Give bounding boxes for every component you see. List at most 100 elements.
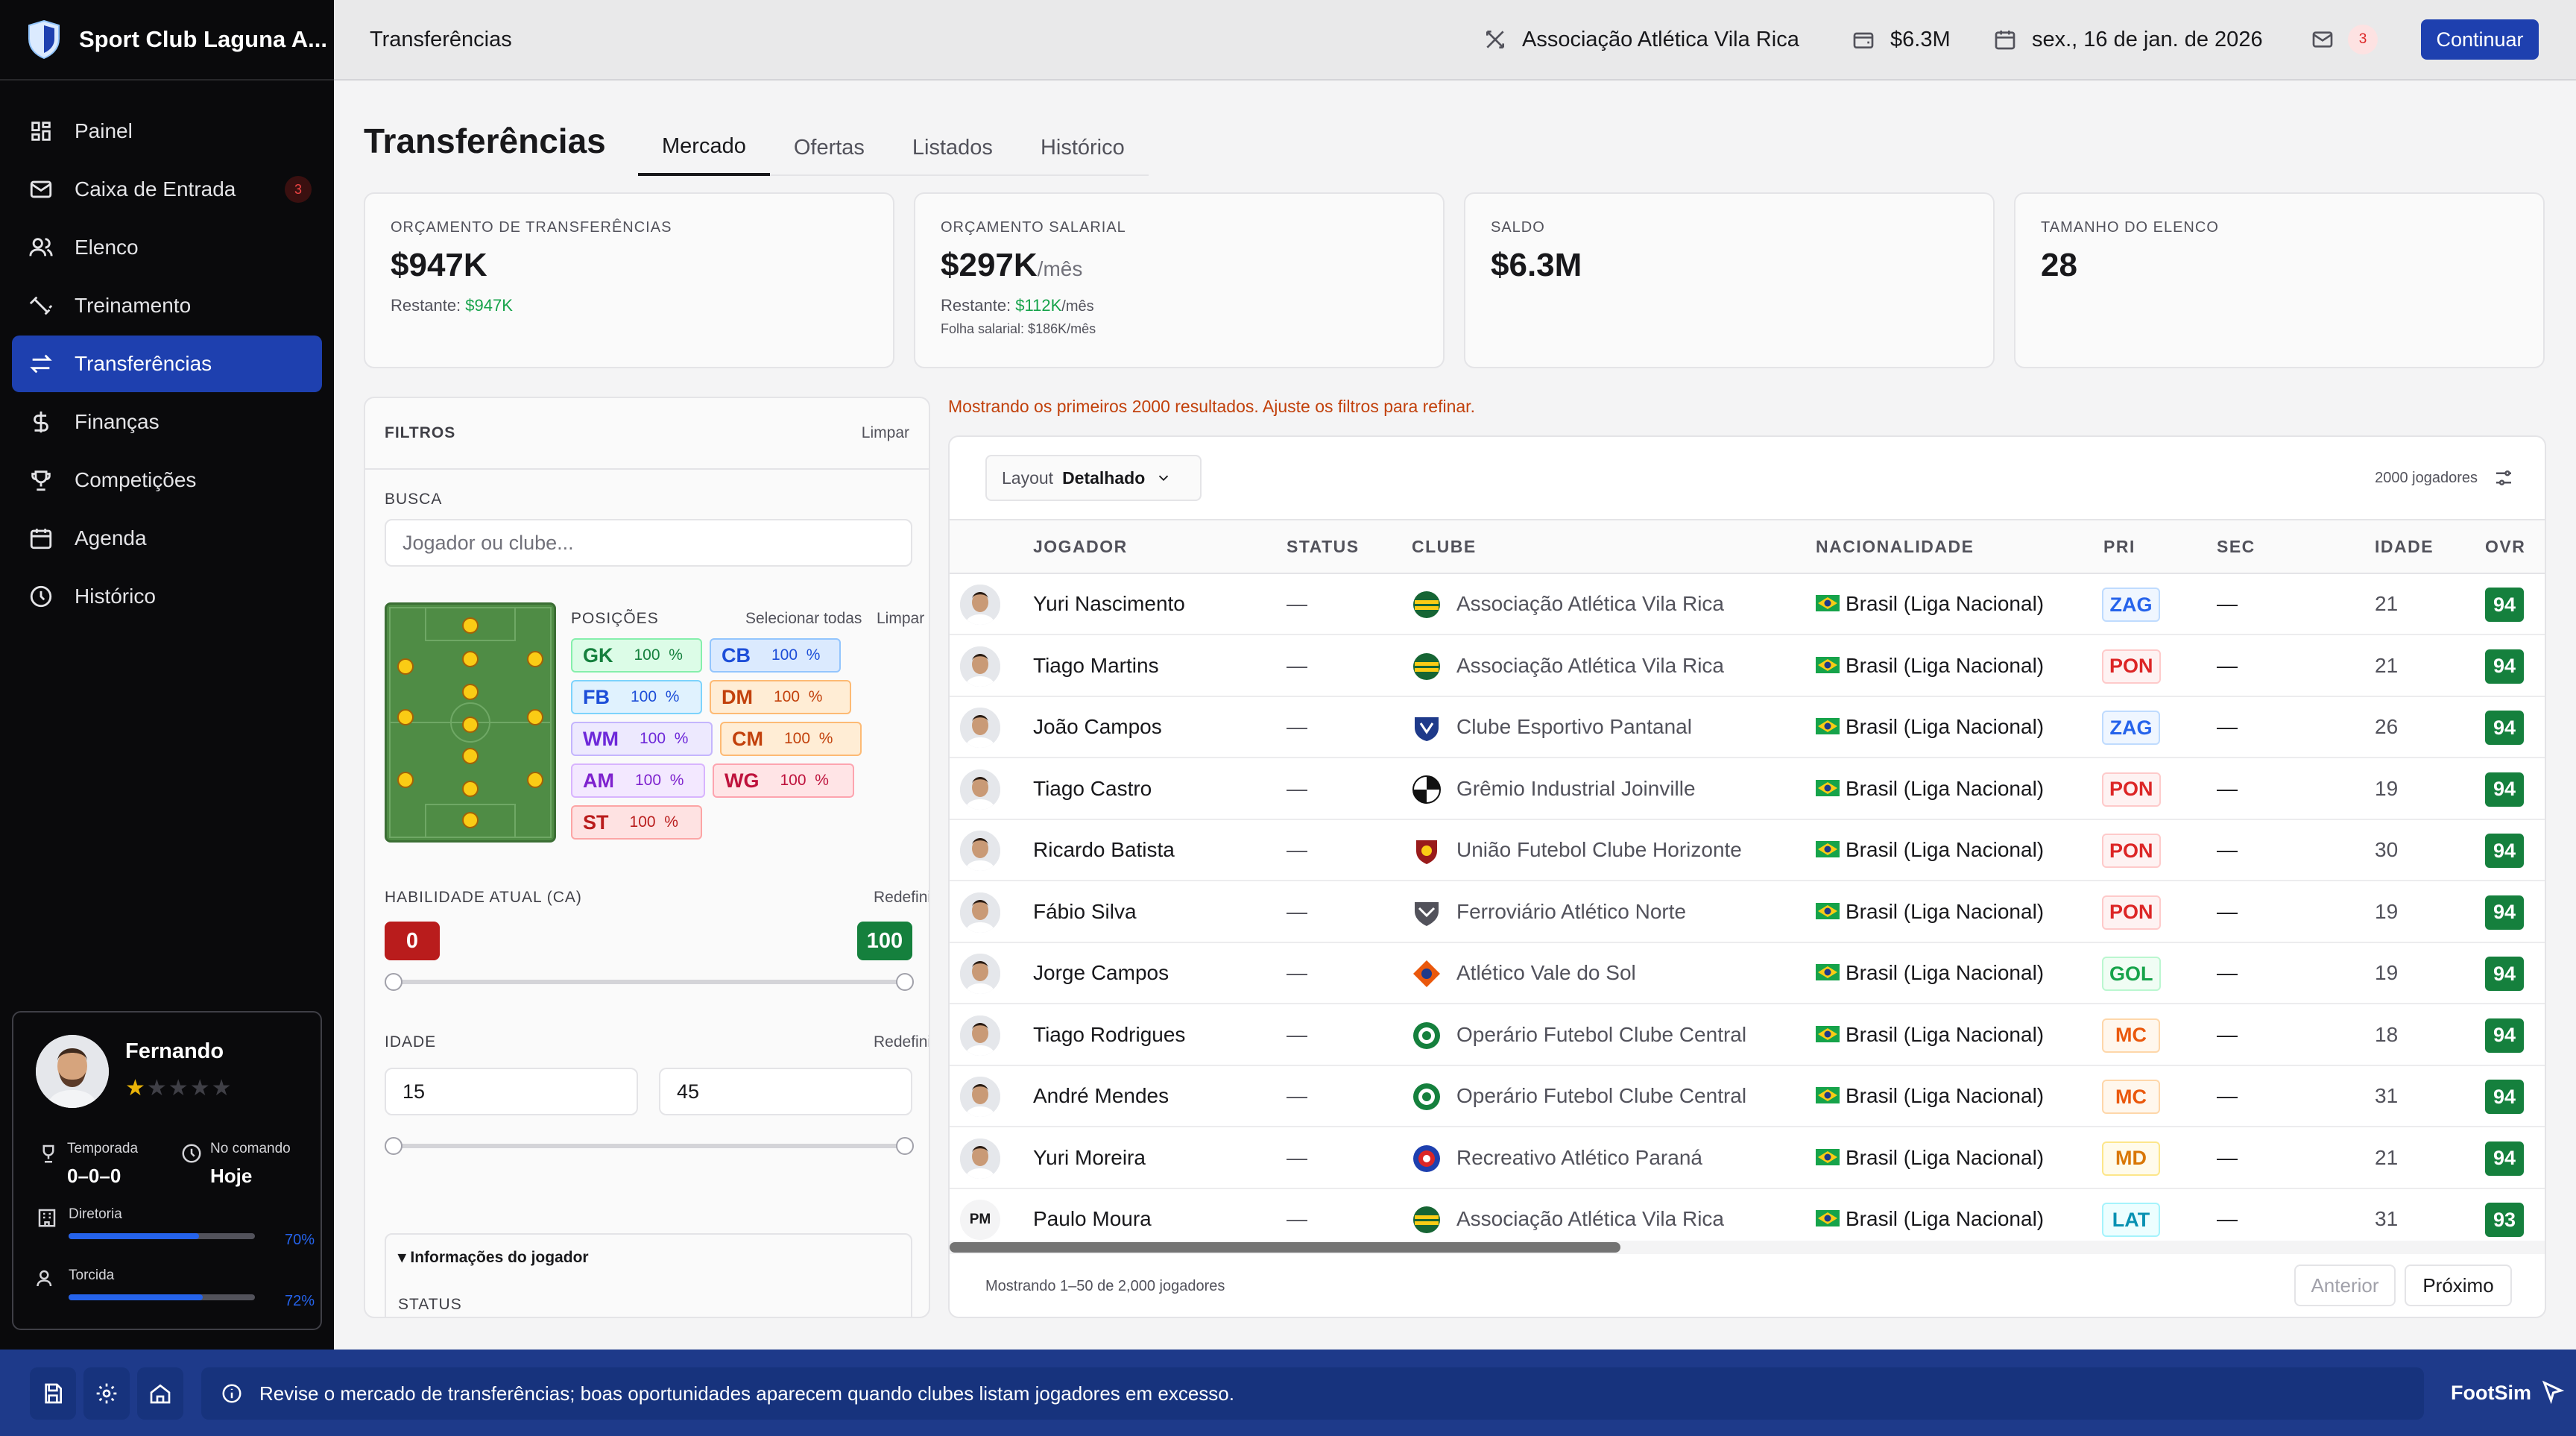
clear-positions-button[interactable]: Limpar <box>877 610 925 627</box>
player-club[interactable]: Operário Futebol Clube Central <box>1456 1084 1747 1107</box>
chip-pct-sign: % <box>674 730 689 747</box>
sidebar-item-agenda[interactable]: Agenda <box>12 510 322 567</box>
ca-min-value[interactable]: 0 <box>385 922 440 960</box>
player-name[interactable]: Tiago Martins <box>1033 653 1159 677</box>
player-name[interactable]: Fábio Silva <box>1033 899 1137 923</box>
column-header-status[interactable]: STATUS <box>1287 537 1360 556</box>
scrollbar-thumb[interactable] <box>950 1242 1620 1253</box>
select-all-positions-button[interactable]: Selecionar todas <box>745 610 862 627</box>
column-header-nationality[interactable]: NACIONALIDADE <box>1816 537 1974 556</box>
player-club[interactable]: Atlético Vale do Sol <box>1456 961 1636 984</box>
table-row[interactable]: Fábio Silva — Ferroviário Atlético Norte Br… <box>950 882 2545 943</box>
manager-card[interactable]: Fernando ★★★★★ Temporada 0–0–0 No comand… <box>12 1011 322 1330</box>
player-name[interactable]: Yuri Moreira <box>1033 1145 1146 1169</box>
club-crest-icon <box>1416 840 1437 864</box>
ca-max-value[interactable]: 100 <box>857 922 912 960</box>
columns-settings-icon[interactable] <box>2493 467 2515 489</box>
age-max-handle[interactable] <box>896 1137 914 1155</box>
sidebar-brand[interactable]: Sport Club Laguna A... <box>0 0 334 81</box>
player-club[interactable]: União Futebol Clube Horizonte <box>1456 838 1742 861</box>
age-min-handle[interactable] <box>385 1137 402 1155</box>
player-club[interactable]: Operário Futebol Clube Central <box>1456 1022 1747 1046</box>
age-max-input[interactable]: 45 <box>659 1068 912 1115</box>
mail-button[interactable]: 3 <box>2311 25 2378 54</box>
column-header-secondary[interactable]: SEC <box>2217 537 2255 556</box>
player-club[interactable]: Associação Atlética Vila Rica <box>1456 592 1724 615</box>
player-name[interactable]: Paulo Moura <box>1033 1207 1152 1230</box>
age-min-input[interactable]: 15 <box>385 1068 638 1115</box>
player-name[interactable]: João Campos <box>1033 715 1162 738</box>
position-chip-gk[interactable]: GK 100 % <box>571 638 702 673</box>
player-name[interactable]: Tiago Castro <box>1033 776 1152 800</box>
player-name[interactable]: Jorge Campos <box>1033 961 1169 984</box>
table-row[interactable]: Tiago Castro — Grêmio Industrial Joinville… <box>950 759 2545 820</box>
save-button[interactable] <box>30 1367 76 1420</box>
position-chip-fb[interactable]: FB 100 % <box>571 680 702 714</box>
tab-listados[interactable]: Listados <box>912 135 993 160</box>
position-chip-am[interactable]: AM 100 % <box>571 763 705 798</box>
ca-reset-button[interactable]: Redefinir <box>874 889 930 906</box>
settings-button[interactable] <box>83 1367 130 1420</box>
player-club[interactable]: Ferroviário Atlético Norte <box>1456 899 1687 923</box>
position-chip-cm[interactable]: CM 100 % <box>720 722 862 756</box>
age-range-slider[interactable] <box>385 1137 914 1155</box>
player-name[interactable]: Ricardo Batista <box>1033 838 1175 861</box>
previous-page-button[interactable]: Anterior <box>2294 1265 2396 1306</box>
next-match[interactable]: Associação Atlética Vila Rica <box>1483 28 1799 52</box>
ca-min-handle[interactable] <box>385 973 402 991</box>
chip-pct-sign: % <box>664 813 678 831</box>
sidebar-item-inbox[interactable]: Caixa de Entrada 3 <box>12 161 322 218</box>
player-info-toggle[interactable]: ▾ Informações do jogador <box>398 1249 589 1266</box>
table-row[interactable]: Yuri Nascimento — Associação Atlética Vila… <box>950 574 2545 635</box>
player-name[interactable]: Yuri Nascimento <box>1033 592 1185 615</box>
tab-mercado[interactable]: Mercado <box>638 119 770 176</box>
player-name[interactable]: André Mendes <box>1033 1084 1169 1107</box>
table-row[interactable]: Tiago Martins — Associação Atlética Vila R… <box>950 636 2545 697</box>
ca-range-slider[interactable] <box>385 973 914 991</box>
column-header-primary[interactable]: PRI <box>2103 537 2135 556</box>
player-club[interactable]: Grêmio Industrial Joinville <box>1456 776 1696 800</box>
table-row[interactable]: João Campos — Clube Esportivo Pantanal Bras… <box>950 697 2545 758</box>
sidebar-item-competicoes[interactable]: Competições <box>12 452 322 508</box>
home-button[interactable] <box>137 1367 183 1420</box>
column-header-player[interactable]: JOGADOR <box>1033 537 1128 556</box>
sidebar-item-financas[interactable]: Finanças <box>12 394 322 450</box>
column-header-club[interactable]: CLUBE <box>1412 537 1477 556</box>
position-chip-cb[interactable]: CB 100 % <box>710 638 841 673</box>
position-chip-wg[interactable]: WG 100 % <box>713 763 854 798</box>
sidebar-item-treinamento[interactable]: Treinamento <box>12 277 322 334</box>
player-portrait-icon <box>960 646 1000 687</box>
sidebar-item-transferencias[interactable]: Transferências <box>12 336 322 392</box>
sidebar-item-elenco[interactable]: Elenco <box>12 219 322 276</box>
position-chip-st[interactable]: ST 100 % <box>571 805 702 840</box>
balance-display[interactable]: $6.3M <box>1852 28 1951 52</box>
player-name[interactable]: Tiago Rodrigues <box>1033 1022 1186 1046</box>
player-club[interactable]: Associação Atlética Vila Rica <box>1456 1207 1724 1230</box>
date-display[interactable]: sex., 16 de jan. de 2026 <box>1993 28 2263 52</box>
ca-max-handle[interactable] <box>896 973 914 991</box>
sidebar-item-painel[interactable]: Painel <box>12 103 322 160</box>
filters-clear-button[interactable]: Limpar <box>861 424 909 441</box>
position-chip-wm[interactable]: WM 100 % <box>571 722 713 756</box>
layout-dropdown[interactable]: Layout Detalhado <box>985 455 1202 501</box>
table-row[interactable]: André Mendes — Operário Futebol Clube Cent… <box>950 1066 2545 1127</box>
table-row[interactable]: Yuri Moreira — Recreativo Atlético Paraná B… <box>950 1128 2545 1189</box>
next-page-button[interactable]: Próximo <box>2405 1265 2512 1306</box>
position-chip-dm[interactable]: DM 100 % <box>710 680 851 714</box>
player-club[interactable]: Clube Esportivo Pantanal <box>1456 715 1692 738</box>
age-reset-button[interactable]: Redefinir <box>874 1033 930 1051</box>
table-row[interactable]: Jorge Campos — Atlético Vale do Sol Brasil … <box>950 943 2545 1004</box>
player-club[interactable]: Recreativo Atlético Paraná <box>1456 1145 1702 1169</box>
column-header-age[interactable]: IDADE <box>2375 537 2434 556</box>
search-input[interactable]: Jogador ou clube... <box>385 519 912 567</box>
player-club[interactable]: Associação Atlética Vila Rica <box>1456 653 1724 677</box>
tab-historico[interactable]: Histórico <box>1040 135 1125 160</box>
table-row[interactable]: Tiago Rodrigues — Operário Futebol Clube C… <box>950 1005 2545 1066</box>
horizontal-scrollbar[interactable] <box>950 1241 2545 1254</box>
formation-pitch[interactable] <box>385 602 556 843</box>
continue-button[interactable]: Continuar <box>2421 19 2539 60</box>
column-header-ovr[interactable]: OVR <box>2485 537 2526 556</box>
table-row[interactable]: Ricardo Batista — União Futebol Clube Hori… <box>950 820 2545 881</box>
sidebar-item-historico[interactable]: Histórico <box>12 568 322 625</box>
tab-ofertas[interactable]: Ofertas <box>793 135 865 160</box>
